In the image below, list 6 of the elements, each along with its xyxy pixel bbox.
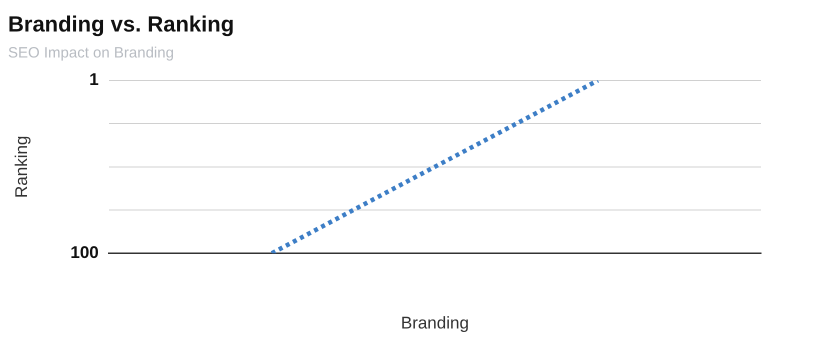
chart-subtitle: SEO Impact on Branding [8, 44, 174, 62]
y-tick-label: 1 [89, 70, 99, 90]
y-tick-label: 100 [70, 242, 99, 262]
y-axis-title: Ranking [12, 136, 31, 198]
x-axis-title: Branding [400, 313, 469, 332]
chart-title: Branding vs. Ranking [8, 11, 234, 36]
